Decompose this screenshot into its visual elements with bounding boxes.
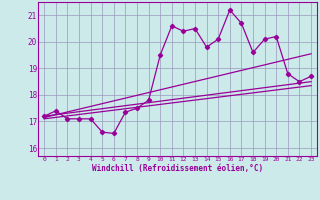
X-axis label: Windchill (Refroidissement éolien,°C): Windchill (Refroidissement éolien,°C) — [92, 164, 263, 173]
